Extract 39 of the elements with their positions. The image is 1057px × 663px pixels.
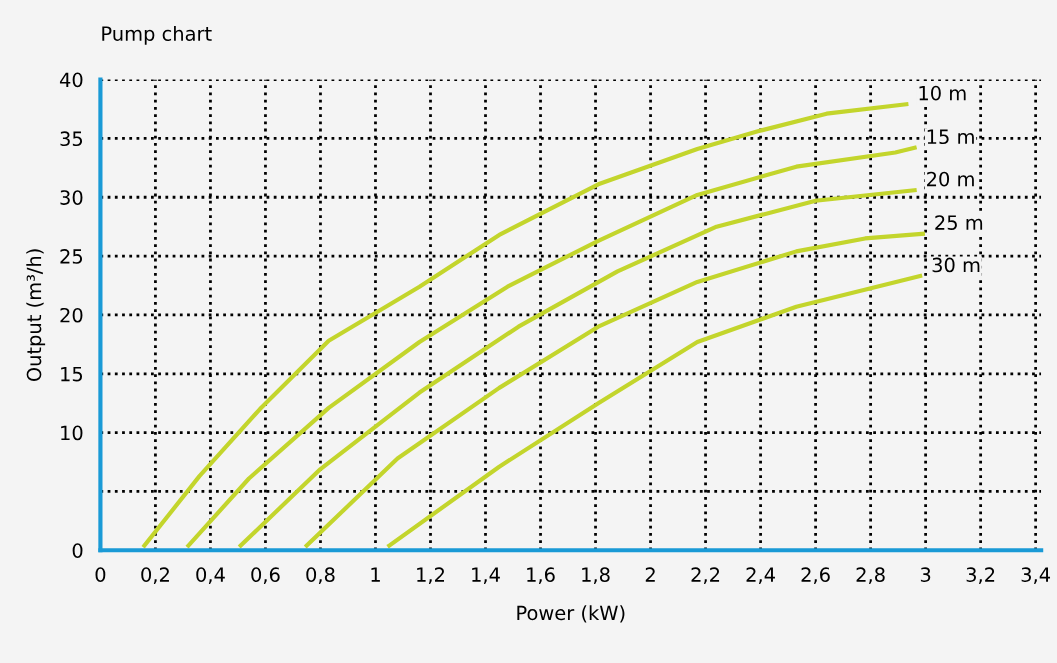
y-tick-label: 0 [72, 543, 83, 558]
line-series [238, 188, 917, 548]
series-label: 10 m [919, 85, 966, 101]
y-tick-label: 40 [59, 72, 83, 88]
x-tick-label: 0 [95, 567, 106, 583]
x-tick-label: 1,2 [417, 567, 445, 584]
chart-title: Pump chart [102, 25, 212, 45]
x-tick-label: 0,2 [141, 567, 169, 584]
x-tick-label: 3,4 [1021, 567, 1051, 584]
x-tick-label: 0,4 [196, 567, 225, 584]
y-tick-label: 20 [60, 307, 83, 323]
x-tick-label: 2 [645, 567, 655, 582]
y-tick-label: 30 [60, 190, 83, 205]
y-tick-label: 15 [61, 366, 83, 382]
x-tick-label: 2,4 [746, 567, 775, 584]
line-series [142, 102, 909, 548]
x-tick-label: 1,8 [582, 567, 610, 584]
line-series [186, 145, 917, 548]
y-axis-title: Output (m³/h) [26, 249, 46, 382]
x-tick-label: 0,8 [306, 567, 335, 584]
y-tick-label: 25 [60, 249, 83, 264]
x-tick-label: 1,6 [527, 567, 555, 584]
x-tick-label: 2,6 [801, 567, 830, 584]
x-axis-title: Power (kW) [517, 605, 625, 623]
line-series [304, 231, 925, 548]
x-tick-label: 3 [920, 567, 931, 583]
x-tick-label: 2,8 [856, 567, 885, 584]
y-tick-label: 10 [61, 425, 83, 441]
line-series [387, 274, 923, 548]
x-tick-label: 1,4 [472, 567, 500, 584]
x-tick-label: 0,6 [251, 567, 280, 584]
series-label: 15 m [927, 129, 974, 145]
y-tick-label: 35 [60, 131, 83, 147]
series-label: 20 m [927, 171, 974, 187]
series-label: 30 m [932, 257, 980, 273]
series-label: 25 m [935, 215, 983, 230]
x-tick-label: 1 [371, 567, 380, 582]
x-tick-label: 3,2 [966, 567, 995, 584]
x-tick-label: 2,2 [691, 567, 720, 584]
